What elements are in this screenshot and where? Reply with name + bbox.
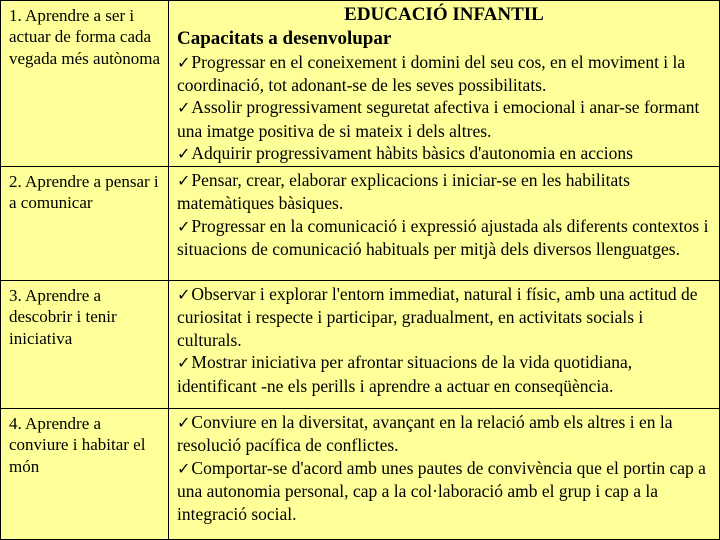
bullet: ✓Pensar, crear, elaborar explicacions i … xyxy=(177,169,711,215)
bullet-text: Pensar, crear, elaborar explicacions i i… xyxy=(177,170,630,213)
check-icon: ✓ xyxy=(177,355,190,372)
row2-left: 2. Aprendre a pensar i a comunicar xyxy=(1,167,169,280)
row1-left: 1. Aprendre a ser i actuar de forma cada… xyxy=(1,1,169,166)
check-icon: ✓ xyxy=(177,55,190,72)
check-icon: ✓ xyxy=(177,415,190,432)
table-row: 4. Aprendre a conviure i habitar el món … xyxy=(1,409,719,539)
bullet: ✓Observar i explorar l'entorn immediat, … xyxy=(177,283,711,351)
check-icon: ✓ xyxy=(177,146,190,163)
table-row: 3. Aprendre a descobrir i tenir iniciati… xyxy=(1,281,719,409)
bullet-text: Progressar en el coneixement i domini de… xyxy=(177,52,685,95)
bullet: ✓Conviure en la diversitat, avançant en … xyxy=(177,411,711,457)
row4-right: ✓Conviure en la diversitat, avançant en … xyxy=(169,409,719,539)
bullet-text: Comportar-se d'acord amb unes pautes de … xyxy=(177,458,706,524)
table-row: 1. Aprendre a ser i actuar de forma cada… xyxy=(1,1,719,167)
bullet-text: Mostrar iniciativa per afrontar situacio… xyxy=(177,352,632,395)
bullet: ✓Assolir progressivament seguretat afect… xyxy=(177,96,711,142)
check-icon: ✓ xyxy=(177,100,190,117)
bullet: ✓Mostrar iniciativa per afrontar situaci… xyxy=(177,351,711,397)
educacio-table: 1. Aprendre a ser i actuar de forma cada… xyxy=(0,0,720,540)
table-title: EDUCACIÓ INFANTIL xyxy=(177,3,711,27)
bullet: ✓Progressar en la comunicació i expressi… xyxy=(177,215,711,261)
row1-right: EDUCACIÓ INFANTIL Capacitats a desenvolu… xyxy=(169,1,719,166)
row3-left: 3. Aprendre a descobrir i tenir iniciati… xyxy=(1,281,169,408)
check-icon: ✓ xyxy=(177,461,190,478)
table-subtitle: Capacitats a desenvolupar xyxy=(177,27,711,51)
check-icon: ✓ xyxy=(177,173,190,190)
bullet-text: Observar i explorar l'entorn immediat, n… xyxy=(177,284,698,350)
bullet-text: Assolir progressivament seguretat afecti… xyxy=(177,97,699,140)
bullet: ✓Progressar en el coneixement i domini d… xyxy=(177,51,711,97)
bullet: ✓Comportar-se d'acord amb unes pautes de… xyxy=(177,457,711,525)
bullet-text: Progressar en la comunicació i expressió… xyxy=(177,216,708,259)
row3-right: ✓Observar i explorar l'entorn immediat, … xyxy=(169,281,719,408)
row4-left: 4. Aprendre a conviure i habitar el món xyxy=(1,409,169,539)
bullet-text: Conviure en la diversitat, avançant en l… xyxy=(177,412,672,455)
check-icon: ✓ xyxy=(177,287,190,304)
row2-right: ✓Pensar, crear, elaborar explicacions i … xyxy=(169,167,719,280)
table-row: 2. Aprendre a pensar i a comunicar ✓Pens… xyxy=(1,167,719,281)
check-icon: ✓ xyxy=(177,219,190,236)
